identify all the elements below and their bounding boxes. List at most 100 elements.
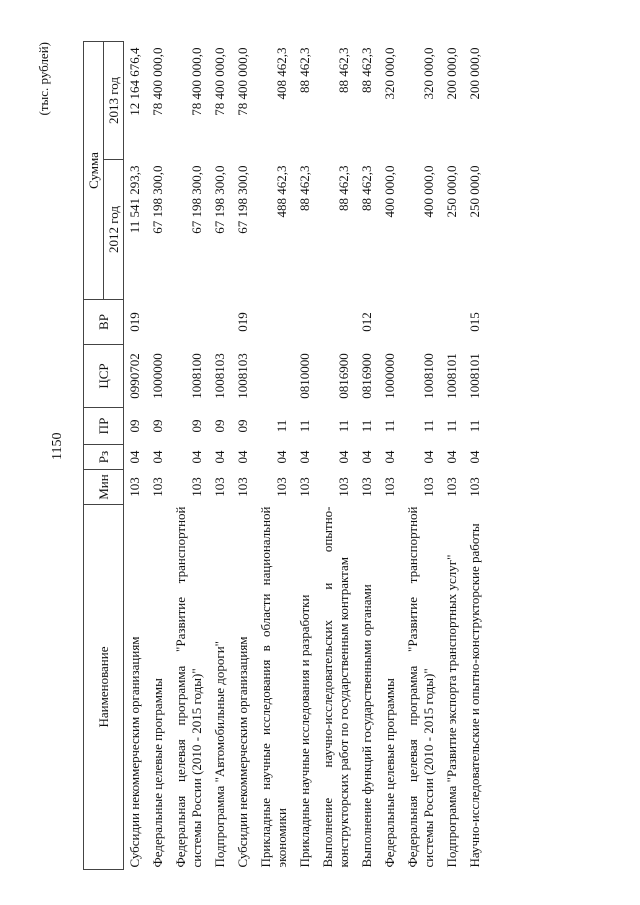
cell-y2013: 200 000,0: [467, 47, 482, 100]
table-row: Субсидии некоммерческим организациям 103 0…: [124, 42, 148, 870]
cell-name: Субсидии некоммерческим организациям: [127, 636, 142, 868]
cell-y2012: 67 198 300,0: [150, 165, 165, 234]
cell-min: 103: [467, 477, 482, 497]
cell-rz: 04: [359, 450, 374, 464]
cell-pr: 09: [127, 419, 142, 433]
cell-y2013: 320 000,0: [382, 47, 397, 100]
table-row: Подпрограмма "Развитие экспорта транспор…: [441, 42, 464, 870]
cell-csr: [255, 345, 294, 408]
cell-y2012: 88 462,3: [297, 165, 312, 212]
cell-vr: 012: [359, 312, 374, 332]
cell-csr: 1008101: [467, 353, 482, 399]
cell-y2012: 67 198 300,0: [235, 165, 250, 234]
cell-y2012: 400 000,0: [382, 165, 397, 218]
cell-pr: 09: [150, 419, 165, 433]
cell-y2013: 408 462,3: [274, 47, 289, 100]
cell-rz: 04: [189, 450, 204, 464]
cell-csr: 1008100: [421, 353, 436, 399]
cell-min: 103: [297, 477, 312, 497]
cell-name: Федеральная целевая программа "Развитие …: [405, 506, 436, 868]
cell-name: Выполнение функций государственными орга…: [359, 584, 374, 868]
table-row: Выполнение функций государственными орга…: [356, 42, 379, 870]
cell-pr: 11: [274, 419, 289, 433]
header-name: Наименование: [83, 504, 124, 870]
cell-name: Прикладные научные исследования и разраб…: [297, 594, 312, 868]
cell-vr: 019: [127, 312, 142, 332]
header-csr: ЦСР: [83, 344, 124, 408]
cell-name: Субсидии некоммерческим организациям: [235, 636, 250, 868]
cell-min: 103: [382, 477, 397, 497]
cell-min: 103: [336, 477, 351, 497]
table-row: Прикладные научные исследования в област…: [255, 42, 294, 870]
cell-y2012: 488 462,3: [274, 165, 289, 218]
cell-csr: 1008101: [444, 353, 459, 399]
cell-name: Подпрограмма "Автомобильные дороги": [212, 641, 227, 868]
cell-y2012: 11 541 293,3: [127, 165, 142, 234]
table-row: Подпрограмма "Автомобильные дороги" 103 04…: [209, 42, 232, 870]
cell-min: 103: [235, 477, 250, 497]
cell-vr: [402, 300, 441, 345]
cell-rz: 04: [150, 450, 165, 464]
cell-csr: 1008103: [235, 353, 250, 399]
header-sum: Сумма: [83, 41, 104, 300]
cell-y2013: 78 400 000,0: [212, 47, 227, 116]
cell-vr: 019: [235, 312, 250, 332]
cell-min: 103: [127, 477, 142, 497]
cell-name: Федеральные целевые программы: [382, 678, 397, 868]
cell-min: 103: [421, 477, 436, 497]
cell-y2013: 78 400 000,0: [189, 47, 204, 116]
cell-pr: 11: [382, 419, 397, 433]
header-vr: ВР: [83, 299, 124, 345]
cell-name: Научно-исследовательские и опытно-констр…: [467, 523, 482, 868]
cell-pr: 09: [235, 419, 250, 433]
cell-y2012: 250 000,0: [467, 165, 482, 218]
cell-csr: 0990702: [127, 353, 142, 399]
cell-y2013: 88 462,3: [297, 47, 312, 94]
cell-y2013: 78 400 000,0: [150, 47, 165, 116]
cell-rz: 04: [382, 450, 397, 464]
cell-rz: 04: [274, 450, 289, 464]
unit-label: (тыс. рублей): [36, 42, 51, 116]
cell-pr: 09: [212, 419, 227, 433]
cell-vr: 015: [467, 312, 482, 332]
cell-name: Выполнение научно-исследовательских и оп…: [320, 506, 351, 868]
cell-csr: 1008103: [212, 353, 227, 399]
cell-rz: 04: [336, 450, 351, 464]
cell-y2012: 67 198 300,0: [189, 165, 204, 234]
cell-csr: 1000000: [150, 353, 165, 399]
cell-y2013: 88 462,3: [359, 47, 374, 94]
table-row: Прикладные научные исследования и разраб…: [294, 42, 317, 870]
cell-rz: 04: [297, 450, 312, 464]
cell-vr: [209, 300, 232, 345]
cell-min: 103: [150, 477, 165, 497]
cell-csr: 0810000: [297, 353, 312, 399]
cell-pr: 11: [421, 419, 436, 433]
cell-pr: 09: [189, 419, 204, 433]
cell-min: 103: [274, 477, 289, 497]
cell-y2012: 88 462,3: [336, 165, 351, 212]
table-row: Субсидии некоммерческим организациям 103 0…: [232, 42, 255, 870]
table-row: Федеральная целевая программа "Развитие …: [170, 42, 209, 870]
cell-y2012: 250 000,0: [444, 165, 459, 218]
cell-pr: 11: [467, 419, 482, 433]
cell-vr: [170, 300, 209, 345]
cell-rz: 04: [467, 450, 482, 464]
cell-vr: [255, 300, 294, 345]
cell-vr: [379, 300, 402, 345]
cell-pr: 11: [336, 419, 351, 433]
header-rz: Рз: [83, 444, 124, 470]
table-row: Федеральная целевая программа "Развитие …: [402, 42, 441, 870]
header-pr: ПР: [83, 407, 124, 445]
cell-csr: 0816900: [359, 353, 374, 399]
table-row: Федеральные целевые программы 103 04 11 1000…: [379, 42, 402, 870]
cell-rz: 04: [212, 450, 227, 464]
cell-name: Прикладные научные исследования в област…: [258, 506, 289, 868]
cell-vr: [147, 300, 170, 345]
header-2013: 2013 год: [103, 41, 124, 160]
cell-name: Подпрограмма "Развитие экспорта транспор…: [444, 554, 459, 868]
cell-y2013: 78 400 000,0: [235, 47, 250, 116]
cell-y2012: 400 000,0: [421, 165, 436, 218]
cell-y2013: 200 000,0: [444, 47, 459, 100]
header-min: Мин: [83, 469, 124, 505]
